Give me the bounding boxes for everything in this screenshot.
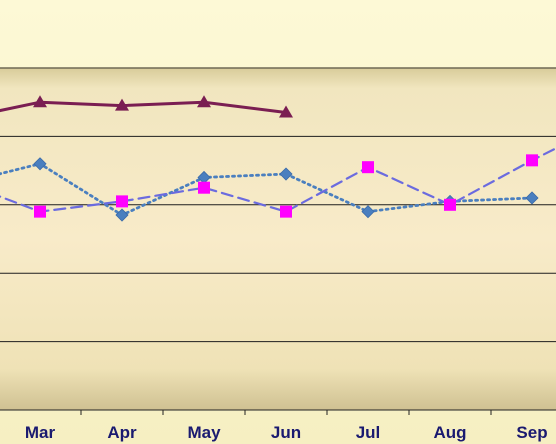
x-tick-label: Sep — [516, 423, 547, 442]
triangle-series — [0, 95, 293, 118]
series-line — [0, 147, 556, 213]
square-marker — [280, 205, 292, 218]
square-marker — [34, 205, 46, 218]
x-tick-labels: Mar Apr May Jun Jul Aug Sep — [25, 423, 548, 442]
diamond-marker — [525, 191, 539, 205]
square-marker — [116, 195, 128, 208]
series-line — [0, 162, 534, 217]
x-tick-label: Mar — [25, 423, 56, 442]
diamond-series — [0, 157, 539, 222]
square-marker — [198, 181, 210, 194]
triangle-marker — [197, 95, 211, 108]
series-layer — [0, 95, 556, 222]
square-marker — [362, 161, 374, 174]
x-tick-label: Jul — [356, 423, 381, 442]
x-tick-label: Aug — [433, 423, 466, 442]
triangle-marker — [33, 95, 47, 108]
square-marker — [444, 198, 456, 211]
x-tick-label: Jun — [271, 423, 301, 442]
triangle-marker — [115, 98, 129, 111]
plot-area — [0, 68, 556, 410]
diamond-marker — [279, 167, 293, 181]
triangle-marker — [279, 105, 293, 118]
square-marker — [526, 154, 538, 167]
diamond-marker — [361, 205, 375, 219]
diamond-marker — [33, 157, 47, 171]
x-tick-label: May — [187, 423, 221, 442]
diamond-marker — [115, 208, 129, 222]
x-tick-label: Apr — [107, 423, 137, 442]
x-axis-ticks — [80, 410, 492, 415]
square-series — [0, 147, 556, 218]
